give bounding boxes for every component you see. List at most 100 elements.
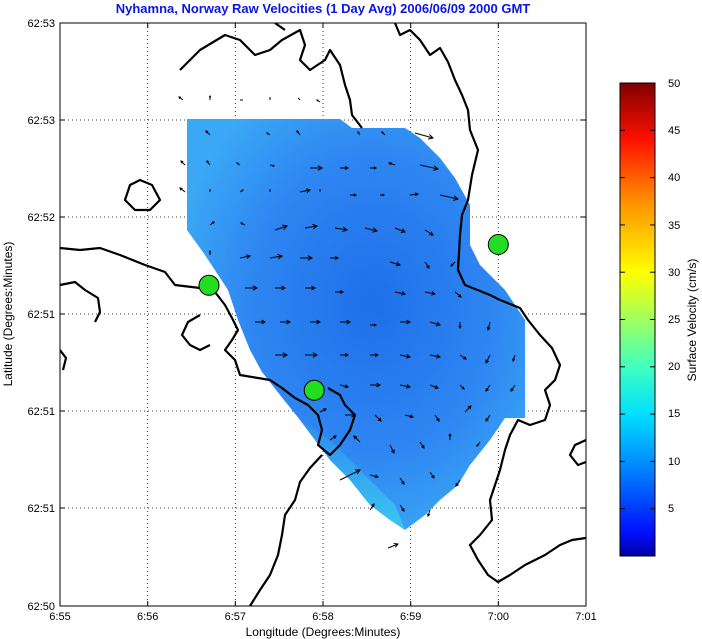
velocity-arrow bbox=[340, 353, 350, 357]
colorbar-tick-label: 20 bbox=[668, 361, 680, 373]
velocity-arrow bbox=[429, 354, 442, 359]
velocity-arrow bbox=[429, 321, 441, 327]
velocity-arrow bbox=[485, 384, 491, 392]
velocity-arrow bbox=[208, 94, 212, 100]
colorbar-tick-labels: 50 45 40 35 30 25 20 15 10 5 bbox=[668, 78, 680, 515]
velocity-arrow bbox=[427, 509, 431, 517]
x-tick-label: 6:58 bbox=[312, 611, 333, 623]
velocity-arrow bbox=[510, 384, 516, 392]
velocity-field-tail bbox=[300, 420, 405, 530]
station-marker-site-south bbox=[303, 379, 325, 401]
velocity-arrow bbox=[335, 290, 345, 294]
colorbar-ticks bbox=[620, 82, 655, 510]
velocity-arrow bbox=[275, 352, 289, 358]
y-axis-label: Latitude (Degrees:Minutes) bbox=[1, 242, 15, 387]
velocity-arrow bbox=[319, 408, 327, 413]
velocity-arrow bbox=[245, 285, 259, 291]
x-tick-label: 6:56 bbox=[137, 611, 158, 623]
velocity-arrow bbox=[339, 469, 361, 481]
colorbar-tick-label: 10 bbox=[668, 456, 680, 468]
y-tick-label: 62:50 bbox=[27, 601, 55, 613]
velocity-arrow bbox=[340, 319, 352, 325]
velocity-arrow bbox=[424, 261, 430, 269]
velocity-arrow bbox=[340, 166, 350, 170]
velocity-arrow bbox=[399, 504, 405, 512]
velocity-arrow bbox=[350, 193, 358, 197]
velocity-arrow bbox=[236, 162, 241, 166]
velocity-arrow bbox=[388, 162, 396, 166]
x-tick-label: 6:55 bbox=[49, 611, 70, 623]
axis-ticks bbox=[59, 22, 587, 607]
figure-title: Nyhamna, Norway Raw Velocities (1 Day Av… bbox=[116, 1, 531, 16]
y-tick-label: 62:51 bbox=[27, 309, 55, 321]
velocity-arrow bbox=[280, 319, 292, 325]
velocity-arrow bbox=[419, 441, 425, 449]
x-axis-label: Longitude (Degrees:Minutes) bbox=[246, 625, 401, 639]
velocity-arrow bbox=[310, 319, 322, 325]
velocity-arrow bbox=[399, 384, 412, 389]
velocity-arrow bbox=[448, 432, 452, 440]
velocity-arrow bbox=[455, 479, 461, 487]
coastline bbox=[60, 23, 586, 606]
x-tick-label: 7:01 bbox=[575, 611, 596, 623]
velocity-arrow bbox=[208, 249, 212, 255]
velocity-arrow bbox=[339, 384, 350, 389]
velocity-arrow bbox=[404, 414, 415, 419]
velocity-arrow bbox=[353, 435, 361, 443]
velocity-arrow bbox=[424, 291, 437, 296]
velocity-arrow bbox=[380, 193, 386, 197]
velocity-arrow bbox=[409, 192, 420, 197]
velocity-arrow bbox=[179, 187, 186, 193]
x-tick-label: 6:59 bbox=[400, 611, 421, 623]
velocity-arrow bbox=[304, 223, 319, 230]
velocity-arrow bbox=[178, 96, 184, 101]
y-tick-label: 62:51 bbox=[27, 503, 55, 515]
x-tick-label: 7:00 bbox=[488, 611, 509, 623]
velocity-arrow bbox=[240, 222, 246, 226]
colorbar-tick-label: 45 bbox=[668, 125, 680, 137]
velocity-arrow bbox=[459, 384, 465, 390]
velocity-arrow bbox=[239, 189, 244, 193]
velocity-arrow bbox=[357, 131, 361, 136]
velocity-arrow bbox=[394, 227, 406, 233]
velocity-arrow bbox=[275, 285, 287, 291]
y-tick-label: 62:53 bbox=[27, 18, 55, 30]
velocity-arrow bbox=[464, 405, 472, 413]
y-tick-label: 62:53 bbox=[27, 115, 55, 127]
station-markers bbox=[198, 234, 509, 401]
velocity-arrow bbox=[300, 255, 314, 261]
velocity-arrow bbox=[269, 253, 284, 260]
velocity-arrow bbox=[296, 130, 301, 136]
velocity-arrow bbox=[369, 503, 375, 511]
velocity-arrow bbox=[387, 543, 399, 549]
colorbar-label: Surface Velocity (cm/s) bbox=[685, 259, 699, 382]
velocity-arrow bbox=[454, 291, 462, 298]
station-marker-site-west bbox=[198, 274, 220, 296]
velocity-arrow bbox=[450, 261, 456, 267]
y-tick-label: 62:52 bbox=[27, 212, 55, 224]
velocity-arrow bbox=[255, 319, 267, 325]
velocity-arrow bbox=[205, 130, 211, 136]
velocity-arrow bbox=[434, 414, 440, 422]
velocity-arrow bbox=[476, 441, 481, 447]
colorbar-tick-label: 50 bbox=[668, 78, 680, 90]
velocity-arrow bbox=[310, 165, 324, 171]
velocity-arrow bbox=[299, 188, 312, 193]
velocity-arrow bbox=[419, 164, 440, 171]
y-tick-labels: 62:53 62:53 62:52 62:51 62:51 62:51 62:5… bbox=[27, 18, 55, 613]
velocity-arrow bbox=[400, 319, 412, 325]
velocity-field bbox=[187, 119, 525, 530]
velocity-arrow bbox=[370, 382, 382, 388]
velocity-arrow bbox=[266, 132, 271, 136]
velocity-arrow bbox=[370, 353, 380, 357]
velocity-arrow bbox=[459, 354, 467, 360]
velocity-arrow bbox=[345, 412, 357, 418]
x-tick-labels: 6:55 6:56 6:57 6:58 6:59 7:00 7:01 bbox=[49, 611, 596, 623]
velocity-vectors bbox=[178, 94, 516, 549]
colorbar-tick-label: 15 bbox=[668, 408, 680, 420]
velocity-arrow bbox=[389, 444, 395, 454]
velocity-arrow bbox=[305, 285, 317, 291]
x-tick-label: 6:57 bbox=[225, 611, 246, 623]
velocity-arrow bbox=[389, 261, 401, 267]
